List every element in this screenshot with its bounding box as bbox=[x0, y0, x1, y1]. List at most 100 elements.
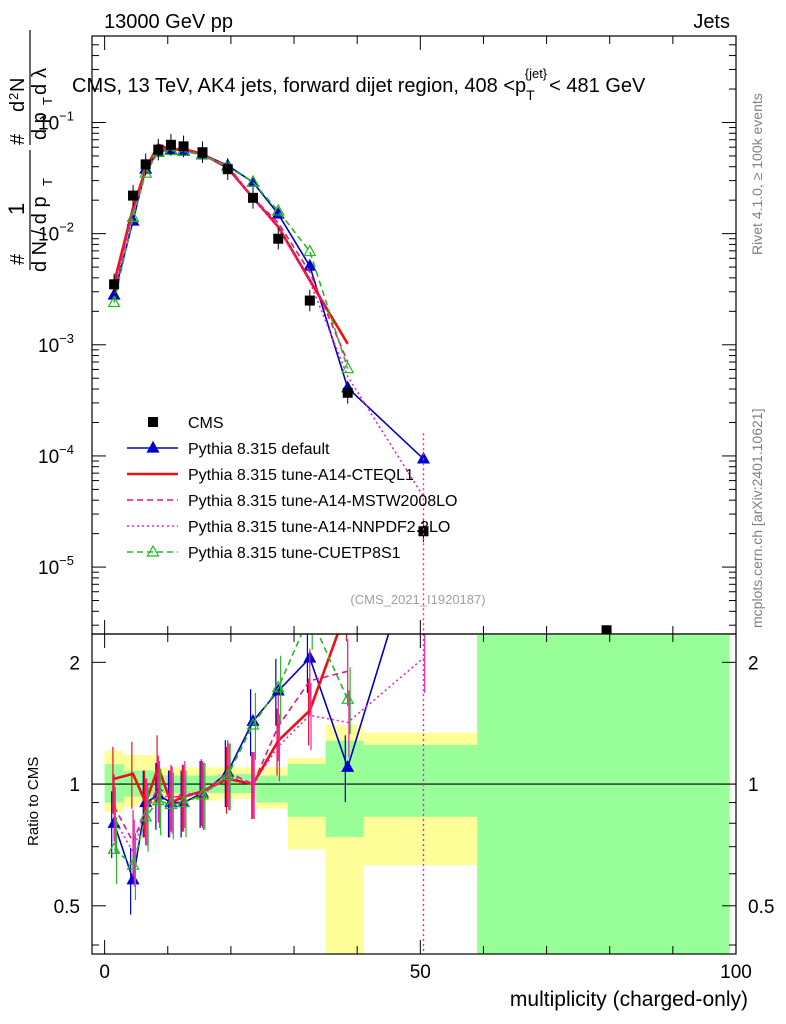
rivet-version-label: Rivet 4.1.0, ≥ 100k events bbox=[749, 93, 765, 255]
y-tick-label-top: 10−2 bbox=[38, 220, 74, 246]
legend: CMS Pythia 8.315 default Pythia 8.315 tune… bbox=[127, 415, 457, 562]
x-tick-label: 50 bbox=[410, 962, 431, 983]
legend-marker-triangle bbox=[146, 544, 160, 557]
marker-pythia-8-315-tune-cuetp8s1 bbox=[139, 165, 153, 178]
uncertainty-band-inner bbox=[477, 634, 730, 954]
svg-text:N: N bbox=[7, 78, 29, 92]
marker-pythia-8-315-tune-cuetp8s1 bbox=[303, 244, 317, 257]
cms-data-point bbox=[418, 526, 429, 537]
y-tick-label-ratio: 1 bbox=[69, 775, 80, 796]
ratio-marker-pythia-8-315-tune-cuetp8s1 bbox=[126, 857, 140, 870]
legend-entry-pythia-8-315-tune-a14-nnpdf2-3lo: Pythia 8.315 tune-A14-NNPDF2.3LO bbox=[127, 519, 450, 536]
y-axis-label-top: 1/N dN/dp_T d²N/dp_T dλ # 1 d N / d p T … bbox=[4, 30, 55, 272]
cms-data-point bbox=[222, 164, 233, 175]
svg-text:T: T bbox=[40, 97, 55, 105]
cms-data-point bbox=[140, 159, 151, 170]
ratio-plot-frame bbox=[91, 633, 737, 955]
cms-data-point bbox=[153, 144, 164, 155]
svg-text:d: d bbox=[29, 84, 51, 95]
uncertainty-band-inner bbox=[325, 740, 364, 837]
uncertainty-band-inner bbox=[363, 744, 478, 817]
y-tick-label-top: 10−4 bbox=[38, 442, 74, 468]
legend-entry-pythia-8-315-tune-cuetp8s1: Pythia 8.315 tune-CUETP8S1 bbox=[127, 544, 401, 562]
cms-data-point bbox=[197, 147, 208, 158]
ratio-marker-pythia-8-315-default bbox=[341, 760, 355, 772]
marker-pythia-8-315-default bbox=[246, 174, 260, 187]
series-line-pythia-8-315-tune-a14-mstw2008lo bbox=[113, 147, 349, 363]
mcplots-credit-label: mcplots.cern.ch [arXiv:2401.10621] bbox=[749, 409, 765, 628]
cms-data-point bbox=[273, 233, 284, 244]
svg-text:d N / d p: d N / d p bbox=[29, 196, 51, 272]
svg-text:2: 2 bbox=[6, 93, 21, 100]
legend-entry-cms: CMS bbox=[148, 415, 224, 432]
analysis-watermark: (CMS_2021_I1920187) bbox=[350, 592, 485, 607]
cms-data-point bbox=[248, 192, 258, 203]
cms-data-point bbox=[342, 387, 353, 398]
legend-label: Pythia 8.315 tune-CUETP8S1 bbox=[188, 545, 401, 562]
legend-marker-square bbox=[148, 417, 158, 427]
marker-pythia-8-315-default bbox=[303, 258, 317, 271]
svg-text:1: 1 bbox=[4, 203, 29, 215]
ratio-line-pythia-8-315-tune-cuetp8s1 bbox=[113, 634, 349, 867]
marker-pythia-8-315-tune-cuetp8s1 bbox=[246, 174, 260, 187]
series-line-pythia-8-315-default bbox=[113, 148, 425, 460]
y-tick-label-ratio-right: 2 bbox=[748, 653, 759, 674]
svg-text:d p: d p bbox=[29, 112, 51, 140]
y-tick-label-top: 10−1 bbox=[38, 108, 74, 134]
plot-title: CMS, 13 TeV, AK4 jets, forward dijet reg… bbox=[72, 66, 646, 103]
x-tick-label: 0 bbox=[99, 962, 110, 983]
y-tick-label-ratio-right: 0.5 bbox=[748, 897, 774, 918]
ratio-marker-pythia-8-315-tune-cuetp8s1 bbox=[195, 787, 210, 800]
svg-text:T: T bbox=[40, 178, 55, 186]
x-axis-label: multiplicity (charged-only) bbox=[510, 988, 748, 1011]
ratio-marker-pythia-8-315-tune-cuetp8s1 bbox=[246, 717, 260, 730]
y-axis-label-ratio: Ratio to CMS bbox=[25, 757, 42, 846]
cms-data-point bbox=[109, 279, 120, 290]
ratio-line-pythia-8-315-tune-a14-cteql1 bbox=[113, 634, 340, 807]
ratio-line-pythia-8-315-tune-a14-mstw2008lo bbox=[113, 670, 348, 844]
legend-marker-triangle bbox=[146, 440, 160, 453]
ratio-marker-pythia-8-315-tune-cuetp8s1 bbox=[177, 795, 191, 808]
marker-pythia-8-315-tune-cuetp8s1 bbox=[271, 203, 285, 216]
y-tick-label-ratio: 0.5 bbox=[54, 897, 80, 918]
x-tick-label: 100 bbox=[720, 962, 752, 983]
ratio-marker-pythia-8-315-tune-cuetp8s1 bbox=[139, 809, 153, 822]
cms-data-point-tail bbox=[601, 625, 612, 634]
category-label: Jets bbox=[693, 11, 730, 33]
legend-label: Pythia 8.315 tune-A14-CTEQL1 bbox=[188, 467, 414, 484]
legend-label: Pythia 8.315 default bbox=[188, 441, 330, 458]
series-line-pythia-8-315-tune-cuetp8s1 bbox=[113, 149, 349, 369]
y-tick-label-top: 10−3 bbox=[38, 331, 74, 357]
ratio-marker-pythia-8-315-tune-cuetp8s1 bbox=[107, 841, 121, 854]
ratio-marker-pythia-8-315-tune-cuetp8s1 bbox=[151, 793, 165, 806]
svg-text:d: d bbox=[7, 101, 29, 112]
legend-label: CMS bbox=[188, 415, 224, 432]
y-tick-label-ratio: 2 bbox=[69, 653, 80, 674]
ratio-plot-panel: 2 2 1 1 0.5 0.5 0 50 100 bbox=[54, 633, 774, 983]
svg-text:#: # bbox=[7, 253, 29, 265]
cms-data-point bbox=[165, 139, 176, 150]
cms-data-point bbox=[128, 190, 139, 201]
ratio-marker-pythia-8-315-tune-cuetp8s1 bbox=[341, 692, 355, 704]
main-plot-panel: 10−1 10−2 10−3 10−4 10−5 (CMS_2021_I1920187) bbox=[38, 35, 737, 635]
marker-pythia-8-315-default bbox=[416, 451, 430, 464]
y-tick-label-ratio-right: 1 bbox=[748, 775, 759, 796]
y-tick-label-top: 10−5 bbox=[38, 553, 74, 579]
cms-data-point bbox=[304, 295, 315, 306]
legend-entry-pythia-8-315-default: Pythia 8.315 default bbox=[127, 440, 330, 458]
ratio-marker-pythia-8-315-tune-cuetp8s1 bbox=[221, 768, 235, 781]
marker-pythia-8-315-tune-cuetp8s1 bbox=[341, 361, 355, 374]
svg-text:λ: λ bbox=[29, 68, 51, 78]
marker-pythia-8-315-tune-cuetp8s1 bbox=[126, 210, 140, 222]
uncertainty-band-inner bbox=[287, 764, 326, 817]
marker-pythia-8-315-tune-cuetp8s1 bbox=[107, 295, 121, 308]
ratio-marker-pythia-8-315-tune-cuetp8s1 bbox=[271, 680, 285, 693]
legend-entry-pythia-8-315-tune-a14-mstw2008lo: Pythia 8.315 tune-A14-MSTW2008LO bbox=[127, 493, 457, 510]
uncertainty-band-inner bbox=[256, 775, 288, 803]
svg-text:#: # bbox=[7, 133, 29, 145]
legend-label: Pythia 8.315 tune-A14-MSTW2008LO bbox=[188, 493, 457, 510]
ratio-marker-pythia-8-315-tune-cuetp8s1 bbox=[164, 797, 178, 810]
legend-label: Pythia 8.315 tune-A14-NNPDF2.3LO bbox=[188, 519, 450, 536]
legend-entry-pythia-8-315-tune-a14-cteql1: Pythia 8.315 tune-A14-CTEQL1 bbox=[127, 467, 414, 484]
